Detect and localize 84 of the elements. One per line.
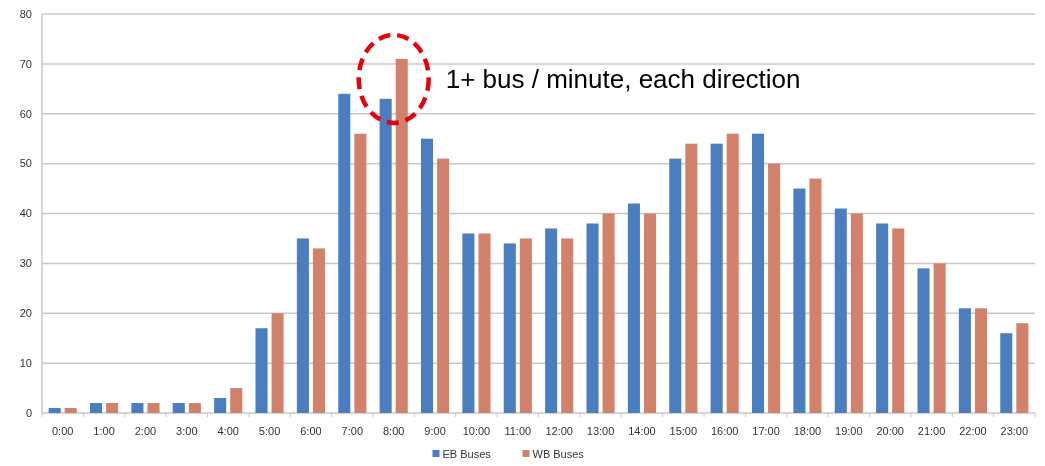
y-tick-label: 30	[19, 257, 32, 270]
x-tick-label: 6:00	[300, 425, 322, 437]
bar	[354, 133, 367, 413]
bar	[188, 403, 201, 413]
x-tick-label: 3:00	[176, 425, 198, 437]
bar	[296, 238, 309, 413]
y-tick-label: 50	[19, 157, 32, 170]
x-tick-label: 15:00	[669, 425, 698, 437]
x-tick-label: 16:00	[710, 425, 739, 437]
bar	[147, 403, 160, 413]
bar	[602, 213, 615, 413]
x-tick-label: 17:00	[752, 425, 780, 437]
y-tick-label: 40	[19, 207, 32, 220]
x-tick-label: 4:00	[217, 425, 239, 437]
bar	[586, 223, 599, 413]
bar	[90, 403, 103, 413]
bar	[48, 408, 61, 413]
bar	[768, 163, 781, 413]
bar	[255, 328, 268, 413]
x-tick-label: 8:00	[382, 425, 405, 437]
x-tick-label: 22:00	[959, 425, 987, 437]
bar	[214, 398, 227, 413]
y-tick-label: 60	[19, 107, 32, 120]
bar	[379, 98, 392, 413]
bar	[106, 403, 119, 413]
bar	[876, 223, 889, 413]
bar	[271, 313, 284, 413]
x-tick-label: 14:00	[628, 425, 656, 437]
bar	[793, 188, 806, 413]
legend-label: EB Buses	[442, 448, 492, 460]
bar	[519, 238, 532, 413]
bar	[643, 213, 656, 413]
x-tick-label: 7:00	[341, 425, 364, 437]
bar	[131, 403, 144, 413]
x-tick-label: 10:00	[462, 425, 491, 437]
bar	[172, 403, 185, 413]
bar	[933, 263, 946, 413]
x-tick-label: 12:00	[545, 425, 573, 437]
x-tick-label: 2:00	[134, 425, 157, 437]
bar	[437, 158, 450, 413]
bar	[850, 213, 863, 413]
y-tick-label: 10	[19, 356, 32, 369]
bar	[710, 143, 723, 413]
x-tick-label: 1:00	[93, 425, 115, 437]
x-tick-label: 5:00	[258, 425, 281, 437]
bar	[917, 268, 930, 413]
bar	[503, 243, 516, 413]
bar	[561, 238, 574, 413]
bar	[545, 228, 558, 413]
x-tick-label: 11:00	[504, 425, 532, 437]
y-tick-label: 70	[19, 57, 32, 70]
x-tick-label: 20:00	[876, 425, 904, 437]
bar	[1016, 323, 1029, 413]
bar	[395, 58, 408, 413]
annotation: 1+ bus / minute, each direction	[445, 63, 801, 94]
x-tick-label: 19:00	[835, 425, 863, 437]
bar	[462, 233, 475, 413]
bar	[669, 158, 682, 413]
x-tick-label: 13:00	[586, 425, 615, 437]
bar	[974, 308, 987, 413]
x-tick-label: 23:00	[1000, 425, 1029, 437]
bar	[726, 133, 739, 413]
bar	[478, 233, 491, 413]
bar	[752, 133, 765, 413]
x-tick-label: 0:00	[51, 425, 74, 437]
bar	[230, 388, 243, 413]
y-tick-label: 80	[19, 7, 32, 20]
bar	[1000, 333, 1013, 413]
x-tick-label: 9:00	[424, 425, 446, 437]
bar	[627, 203, 640, 413]
legend-label: WB Buses	[532, 448, 585, 460]
bar	[958, 308, 971, 413]
x-tick-label: 18:00	[793, 425, 822, 437]
y-tick-label: 0	[25, 406, 32, 419]
bar	[892, 228, 905, 413]
y-tick-label: 20	[19, 307, 32, 320]
bar	[64, 408, 77, 413]
bar	[834, 208, 847, 413]
bar	[809, 178, 822, 413]
bar	[338, 93, 351, 413]
bar	[312, 248, 325, 413]
bar	[421, 138, 434, 413]
bar	[685, 143, 698, 413]
x-tick-label: 21:00	[917, 425, 946, 437]
